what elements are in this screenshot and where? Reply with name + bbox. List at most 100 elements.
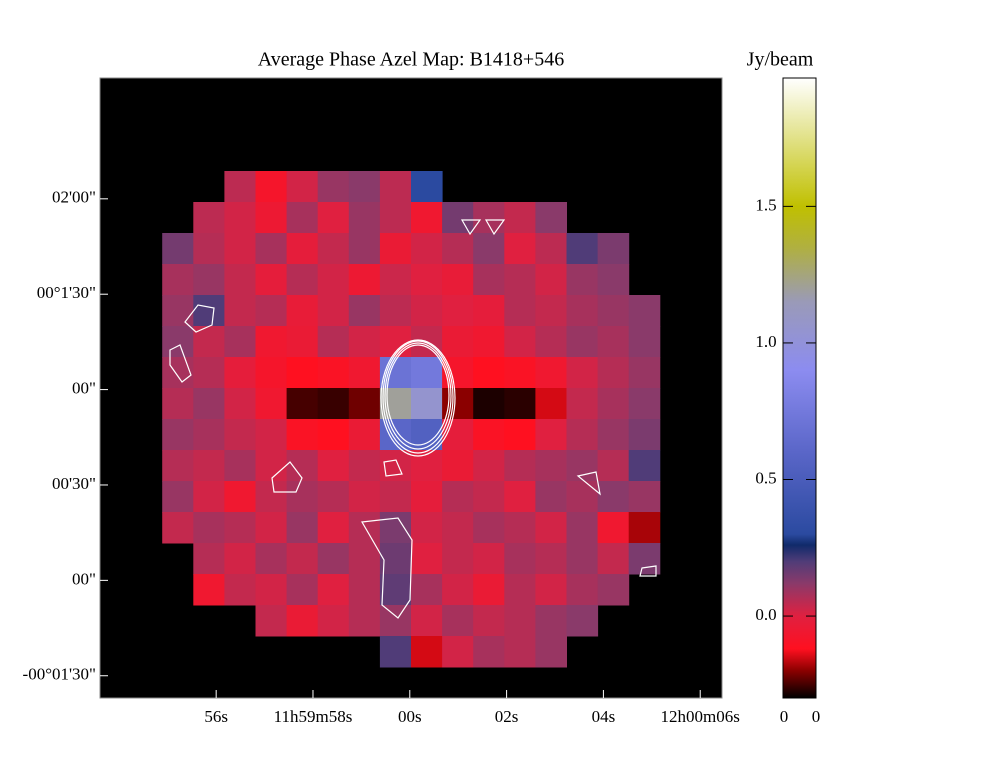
cell	[473, 233, 505, 265]
cell	[193, 388, 225, 420]
cell	[535, 264, 567, 296]
cell	[442, 450, 474, 482]
cell	[317, 388, 350, 420]
cell	[193, 574, 225, 606]
cell	[255, 264, 288, 296]
cell	[317, 419, 350, 451]
cell	[286, 388, 319, 420]
cell	[193, 419, 225, 451]
cell	[597, 326, 630, 358]
cell	[411, 264, 443, 296]
cell	[473, 512, 505, 544]
cell	[255, 171, 288, 203]
x-tick-label: 04s	[592, 707, 616, 726]
cell	[162, 481, 194, 513]
x-tick-label: 12h00m06s	[661, 707, 740, 726]
cell	[597, 450, 630, 482]
contour	[380, 339, 456, 457]
cell	[255, 605, 288, 637]
cell	[255, 450, 288, 482]
x-tick-label: 02s	[495, 707, 519, 726]
cell	[411, 605, 443, 637]
cell	[566, 326, 599, 358]
cell	[535, 574, 567, 606]
cell	[162, 512, 194, 544]
cell	[473, 636, 505, 668]
cell	[379, 574, 412, 606]
x-tick-label: 11h59m58s	[274, 707, 353, 726]
cell	[317, 326, 350, 358]
cell	[379, 264, 412, 296]
cell	[535, 512, 567, 544]
cell	[162, 233, 194, 265]
cell	[193, 295, 225, 327]
cell	[473, 605, 505, 637]
cell	[504, 388, 536, 420]
cell	[193, 202, 225, 234]
cell	[504, 512, 536, 544]
colorbar-tick-label: 1.0	[755, 332, 776, 351]
cell	[348, 450, 381, 482]
cell	[628, 295, 661, 327]
cell	[317, 543, 350, 575]
colorbar-footer-label: 0	[812, 707, 821, 726]
cell	[193, 512, 225, 544]
cell	[255, 326, 288, 358]
contour	[576, 471, 601, 496]
cell	[348, 357, 381, 389]
cell	[504, 264, 536, 296]
cell	[504, 295, 536, 327]
cell	[348, 543, 381, 575]
cell	[224, 202, 256, 234]
cell	[473, 202, 505, 234]
cell	[286, 605, 319, 637]
cell	[224, 326, 256, 358]
colorbar-label: Jy/beam	[747, 49, 814, 71]
cell	[597, 388, 630, 420]
cell	[597, 357, 630, 389]
cell	[442, 574, 474, 606]
cell	[379, 605, 412, 637]
cell	[162, 295, 194, 327]
cell	[628, 481, 661, 513]
cell	[566, 357, 599, 389]
x-tick-label: 56s	[204, 707, 228, 726]
cell	[255, 574, 288, 606]
cell	[379, 171, 412, 203]
cell	[348, 171, 381, 203]
cell	[317, 481, 350, 513]
cell	[379, 512, 412, 544]
cell	[411, 233, 443, 265]
cell	[566, 419, 599, 451]
cell	[379, 326, 412, 358]
cell	[193, 357, 225, 389]
cell	[286, 233, 319, 265]
cell	[193, 233, 225, 265]
cell	[286, 419, 319, 451]
cell	[224, 481, 256, 513]
cell	[442, 326, 474, 358]
x-tick-label: 00s	[398, 707, 422, 726]
cell	[348, 233, 381, 265]
cell	[566, 295, 599, 327]
cell	[255, 388, 288, 420]
cell	[286, 543, 319, 575]
cell	[255, 233, 288, 265]
contour	[382, 340, 454, 454]
cell	[224, 419, 256, 451]
cell	[597, 233, 630, 265]
cell	[224, 357, 256, 389]
cell	[442, 605, 474, 637]
cell	[535, 636, 567, 668]
cell	[597, 295, 630, 327]
colorbar-tick-label: 0.0	[755, 605, 776, 624]
cell	[535, 233, 567, 265]
cell	[566, 481, 599, 513]
cell	[224, 171, 256, 203]
cell	[411, 543, 443, 575]
cell	[442, 543, 474, 575]
cell	[628, 388, 661, 420]
cell	[535, 605, 567, 637]
y-tick-label: 00"	[72, 378, 96, 397]
cell	[379, 295, 412, 327]
